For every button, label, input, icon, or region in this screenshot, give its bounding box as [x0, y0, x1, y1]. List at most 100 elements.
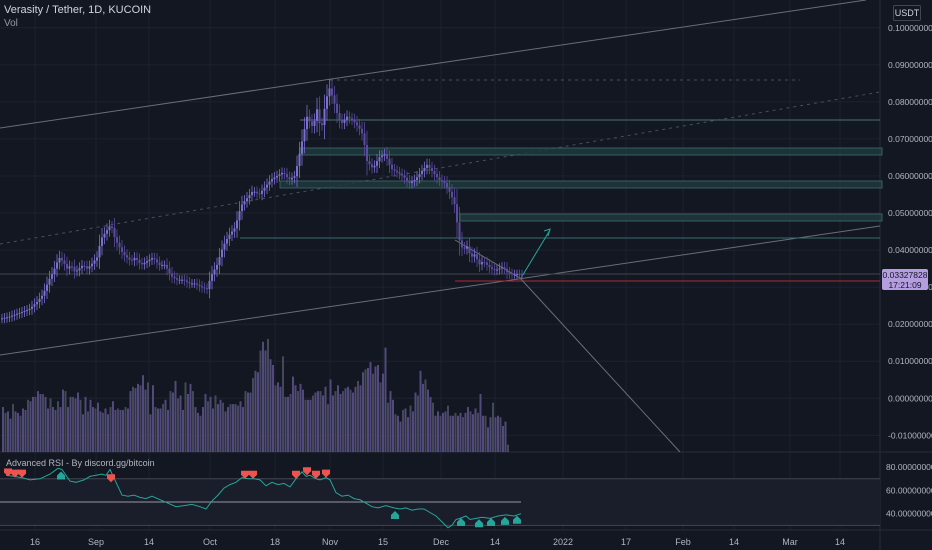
candle-body	[106, 230, 108, 234]
volume-bar	[132, 386, 134, 452]
candle-body	[53, 268, 56, 275]
candle-body	[441, 179, 443, 182]
volume-bar	[29, 401, 32, 452]
candle-body	[473, 254, 476, 257]
candle-body	[238, 211, 241, 221]
candle-body	[488, 264, 491, 268]
candle-body	[21, 311, 23, 313]
candle-body	[221, 249, 223, 258]
candle-body	[521, 274, 523, 276]
volume-bar	[289, 394, 292, 452]
candle-body	[263, 187, 266, 191]
candle-body	[123, 251, 126, 256]
candle-body	[358, 125, 361, 129]
volume-bar	[9, 418, 12, 452]
volume-bar	[152, 385, 154, 452]
candle-body	[421, 171, 423, 175]
volume-bar	[409, 405, 412, 452]
volume-bar	[292, 376, 294, 452]
candle-body	[171, 273, 173, 277]
volume-bar	[204, 394, 207, 452]
candle-body	[376, 161, 378, 166]
candle-body	[111, 226, 113, 228]
currency-button[interactable]: USDT	[893, 5, 921, 21]
candle-body	[81, 265, 83, 269]
price-tick-label: 0.01000000	[888, 356, 932, 366]
volume-bar	[214, 395, 217, 452]
volume-bar	[469, 411, 472, 452]
volume-bar	[52, 407, 54, 452]
candle-body	[208, 280, 211, 289]
candle-body	[41, 295, 43, 299]
candle-body	[183, 279, 186, 281]
candle-body	[448, 187, 451, 192]
candle-body	[136, 257, 138, 260]
candle-body	[498, 268, 501, 270]
candle-body	[6, 317, 8, 319]
candle-body	[388, 158, 391, 165]
volume-bar	[339, 394, 342, 452]
candle-body	[133, 257, 136, 261]
rsi-bull-signal-marker	[57, 471, 65, 480]
volume-bar	[92, 407, 94, 452]
rsi-bear-signal-marker	[312, 470, 320, 479]
price-tick-label: 0.08000000	[888, 97, 932, 107]
volume-bar	[464, 412, 467, 452]
volume-label: Vol	[4, 18, 18, 29]
volume-bar	[444, 411, 447, 452]
candle-body	[318, 109, 321, 124]
volume-bar	[249, 392, 252, 452]
volume-bar	[489, 417, 492, 452]
volume-bar	[309, 399, 312, 452]
supply-zone	[299, 147, 883, 156]
volume-bar	[352, 392, 354, 452]
candle-body	[468, 246, 471, 254]
candle-body	[501, 267, 503, 269]
rsi-tick-label: 40.00000000	[886, 509, 932, 519]
rsi-indicator-title[interactable]: Advanced RSI - By discord.gg/bitcoin	[6, 458, 155, 468]
candle-body	[396, 170, 398, 173]
candle-body	[341, 119, 343, 123]
volume-bar	[157, 408, 159, 452]
price-tick-label: 0.04000000	[888, 245, 932, 255]
volume-bar	[112, 401, 114, 452]
candle-body	[483, 262, 486, 264]
volume-bar	[37, 391, 39, 452]
time-tick-label: 14	[835, 537, 845, 547]
volume-bar	[209, 396, 212, 452]
candle-body	[166, 264, 168, 269]
time-tick-label: Dec	[433, 537, 450, 547]
candle-body	[83, 265, 86, 267]
candle-body	[493, 269, 496, 271]
volume-bar	[377, 365, 379, 452]
candle-body	[338, 113, 341, 120]
rsi-bear-signal-marker	[11, 469, 19, 478]
volume-bar	[59, 407, 62, 452]
candle-body	[151, 258, 153, 260]
candle-body	[273, 177, 276, 180]
volume-bar	[507, 444, 509, 452]
candle-body	[413, 179, 416, 182]
candle-body	[68, 266, 71, 269]
candle-body	[241, 204, 243, 212]
volume-bar	[442, 412, 444, 452]
volume-bar	[357, 380, 359, 452]
candle-body	[353, 119, 356, 123]
candle-body	[443, 181, 446, 184]
candle-body	[368, 161, 371, 165]
volume-bar	[362, 372, 364, 452]
volume-bar	[64, 391, 67, 452]
chart-title: Verasity / Tether, 1D, KUCOIN	[4, 4, 152, 16]
candle-body	[48, 278, 51, 285]
volume-bar	[102, 412, 104, 452]
volume-bar	[472, 414, 474, 452]
volume-bar	[242, 407, 244, 452]
candle-body	[201, 286, 203, 288]
candle-body	[478, 259, 481, 265]
time-tick-label: 15	[378, 537, 388, 547]
candle-body	[408, 180, 411, 184]
volume-bar	[384, 347, 387, 452]
candle-body	[366, 144, 368, 162]
price-tick-label: -0.01000000	[888, 430, 932, 440]
